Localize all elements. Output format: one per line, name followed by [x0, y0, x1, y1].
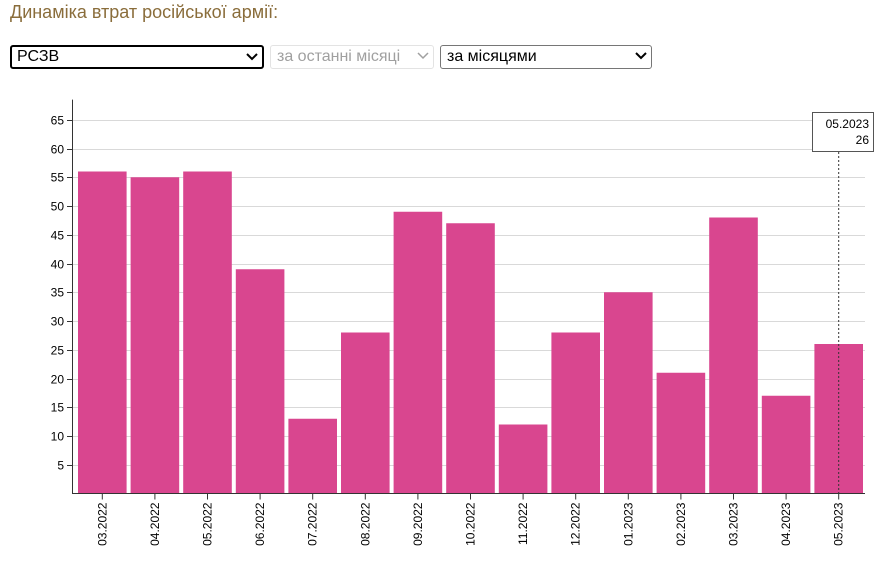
x-tick-label: 03.2022	[95, 502, 109, 546]
y-tick-label: 65	[51, 114, 65, 128]
period-select: за останні місяці	[270, 45, 434, 69]
y-tick-label: 20	[51, 373, 65, 387]
grouping-value: за місяцями	[447, 48, 537, 65]
bar	[393, 211, 443, 494]
x-tick-label: 02.2023	[674, 502, 688, 546]
y-tick-label: 60	[51, 143, 65, 157]
x-tick-label: 11.2022	[516, 502, 530, 545]
bar	[814, 344, 863, 494]
tooltip-value: 26	[855, 133, 869, 147]
weapon-type-value: РСЗВ	[17, 48, 60, 65]
chart-tooltip: 05.2023 26	[812, 112, 874, 152]
weapon-type-select[interactable]: РСЗВ	[10, 45, 264, 69]
bar	[498, 424, 548, 494]
bar	[709, 217, 758, 494]
y-tick-label: 55	[51, 171, 65, 185]
x-tick-label: 09.2022	[411, 502, 425, 546]
x-tick-label: 01.2023	[621, 502, 635, 546]
x-tick-label: 05.2023	[832, 502, 846, 546]
chevron-down-icon	[417, 47, 429, 60]
period-value: за останні місяці	[277, 48, 401, 65]
x-tick-label: 04.2022	[148, 502, 162, 546]
y-tick-label: 10	[51, 430, 65, 444]
x-tick-label: 10.2022	[464, 502, 478, 546]
bar	[235, 269, 285, 494]
bar	[761, 395, 811, 494]
grouping-select[interactable]: за місяцями	[440, 45, 652, 69]
y-tick-label: 30	[51, 315, 65, 329]
x-tick-label: 08.2022	[358, 502, 372, 546]
y-tick-label: 50	[51, 200, 65, 214]
bar	[656, 372, 706, 494]
y-tick-label: 40	[51, 258, 65, 272]
x-tick-label: 03.2023	[727, 502, 741, 546]
bar	[78, 171, 127, 494]
bar	[288, 418, 337, 494]
bar	[604, 292, 653, 494]
y-tick-label: 25	[51, 344, 65, 358]
bar	[551, 332, 600, 494]
bar	[183, 171, 232, 494]
x-tick-label: 04.2023	[779, 502, 793, 546]
x-tick-label: 12.2022	[569, 502, 583, 546]
tooltip-date: 05.2023	[825, 117, 869, 131]
bar	[446, 223, 495, 494]
y-tick-label: 5	[57, 459, 64, 473]
y-tick-label: 35	[51, 286, 65, 300]
bar	[341, 332, 390, 494]
bar	[130, 177, 180, 494]
chart-title: Динаміка втрат російської армії:	[10, 2, 279, 22]
y-tick-label: 15	[51, 401, 65, 415]
chevron-down-icon	[246, 48, 258, 61]
x-tick-label: 07.2022	[306, 502, 320, 546]
chevron-down-icon	[635, 47, 647, 60]
y-tick-label: 45	[51, 229, 65, 243]
x-tick-label: 06.2022	[253, 502, 267, 546]
x-tick-label: 05.2022	[201, 502, 215, 546]
